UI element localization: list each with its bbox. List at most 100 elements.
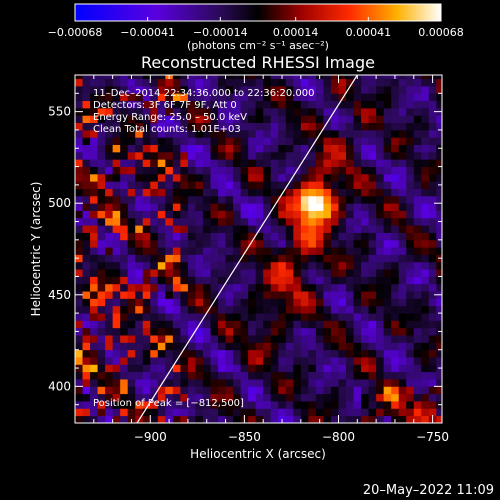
heatmap-cell bbox=[75, 151, 83, 160]
heatmap-cell bbox=[233, 269, 242, 277]
heatmap-cell bbox=[346, 85, 354, 94]
heatmap-cell bbox=[315, 298, 324, 307]
heatmap-cell bbox=[413, 85, 422, 94]
heatmap-cell bbox=[120, 320, 129, 329]
heatmap-cell bbox=[150, 122, 159, 131]
heatmap-cell bbox=[82, 173, 91, 182]
heatmap-cell bbox=[75, 276, 83, 285]
heatmap-cell bbox=[75, 78, 83, 87]
heatmap-cell bbox=[150, 181, 159, 189]
heatmap-cell bbox=[315, 379, 324, 387]
heatmap-cell bbox=[308, 100, 317, 109]
heatmap-cell bbox=[413, 313, 422, 321]
heatmap-cell bbox=[248, 342, 257, 351]
heatmap-cell bbox=[323, 357, 332, 365]
heatmap-cell bbox=[180, 276, 189, 285]
heatmap-cell bbox=[361, 144, 369, 153]
heatmap-cell bbox=[210, 305, 219, 314]
heatmap-cell bbox=[150, 269, 159, 277]
heatmap-cell bbox=[75, 137, 83, 145]
heatmap-cell bbox=[353, 239, 362, 248]
heatmap-cell bbox=[278, 151, 287, 160]
heatmap-cell bbox=[338, 151, 347, 160]
heatmap-cell bbox=[187, 107, 196, 116]
heatmap-cell bbox=[383, 364, 392, 373]
heatmap-cell bbox=[323, 122, 332, 131]
heatmap-cell bbox=[285, 342, 294, 351]
heatmap-cell bbox=[361, 122, 369, 131]
heatmap-cell bbox=[330, 75, 339, 80]
heatmap-cell bbox=[308, 386, 317, 395]
heatmap-cell bbox=[225, 357, 234, 365]
heatmap-cell bbox=[187, 159, 196, 167]
heatmap-cell bbox=[398, 122, 407, 131]
heatmap-cell bbox=[202, 85, 211, 94]
heatmap-cell bbox=[240, 247, 249, 255]
heatmap-cell bbox=[421, 159, 430, 167]
heatmap-cell bbox=[406, 401, 415, 409]
heatmap-cell bbox=[300, 349, 309, 358]
heatmap-cell bbox=[293, 401, 302, 409]
heatmap-cell bbox=[240, 320, 249, 329]
heatmap-cell bbox=[112, 342, 121, 351]
heatmap-cell bbox=[270, 349, 279, 358]
heatmap-cell bbox=[97, 291, 106, 299]
heatmap-cell bbox=[300, 78, 309, 87]
heatmap-cell bbox=[187, 137, 196, 145]
heatmap-cell bbox=[180, 298, 189, 307]
heatmap-cell bbox=[142, 276, 151, 285]
heatmap-cell bbox=[127, 254, 136, 263]
heatmap-cell bbox=[421, 137, 430, 145]
heatmap-cell bbox=[428, 195, 437, 204]
heatmap-cell bbox=[413, 415, 422, 423]
heatmap-cell bbox=[150, 335, 159, 343]
heatmap-cell bbox=[346, 122, 354, 131]
heatmap-cell bbox=[97, 379, 106, 387]
heatmap-cell bbox=[376, 342, 385, 351]
heatmap-cell bbox=[233, 100, 242, 109]
heatmap-cell bbox=[413, 78, 422, 87]
heatmap-cell bbox=[180, 115, 189, 124]
heatmap-cell bbox=[346, 261, 354, 270]
heatmap-cell bbox=[120, 283, 129, 292]
heatmap-cell bbox=[210, 115, 219, 124]
heatmap-cell bbox=[300, 254, 309, 263]
heatmap-cell bbox=[255, 239, 264, 248]
heatmap-cell bbox=[255, 386, 264, 395]
heatmap-cell bbox=[218, 75, 226, 80]
heatmap-cell bbox=[376, 188, 385, 197]
heatmap-cell bbox=[293, 393, 302, 402]
heatmap-cell bbox=[157, 291, 166, 299]
colorbar-unit-label: (photons cm⁻² s⁻¹ asec⁻²) bbox=[187, 39, 329, 52]
heatmap-cell bbox=[97, 357, 106, 365]
heatmap-cell bbox=[278, 93, 287, 102]
heatmap-cell bbox=[112, 408, 121, 417]
heatmap-cell bbox=[376, 379, 385, 387]
heatmap-cell bbox=[406, 159, 415, 167]
heatmap-cell bbox=[105, 173, 114, 182]
heatmap-cell bbox=[376, 364, 385, 373]
heatmap-cell bbox=[150, 327, 159, 336]
heatmap-cell bbox=[421, 327, 430, 336]
heatmap-cell bbox=[120, 349, 129, 358]
heatmap-cell bbox=[315, 313, 324, 321]
heatmap-cell bbox=[90, 151, 98, 160]
heatmap-cell bbox=[218, 327, 226, 336]
heatmap-cell bbox=[105, 232, 114, 241]
heatmap-cell bbox=[90, 239, 98, 248]
heatmap-cell bbox=[315, 371, 324, 380]
heatmap-cell bbox=[120, 85, 129, 94]
heatmap-cell bbox=[406, 188, 415, 197]
heatmap-cell bbox=[210, 335, 219, 343]
heatmap-cell bbox=[127, 107, 136, 116]
heatmap-cell bbox=[315, 203, 324, 211]
heatmap-cell bbox=[383, 115, 392, 124]
heatmap-cell bbox=[90, 269, 98, 277]
heatmap-cell bbox=[172, 203, 181, 211]
heatmap-cell bbox=[421, 254, 430, 263]
heatmap-cell bbox=[323, 371, 332, 380]
heatmap-cell bbox=[398, 371, 407, 380]
heatmap-cell bbox=[368, 181, 377, 189]
heatmap-cell bbox=[383, 225, 392, 233]
heatmap-cell bbox=[315, 239, 324, 248]
